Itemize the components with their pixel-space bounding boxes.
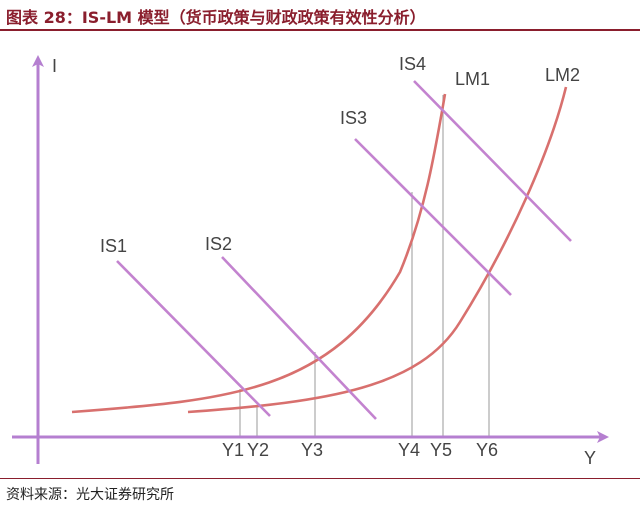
- is4-line: [413, 80, 572, 242]
- title-divider: [0, 29, 640, 31]
- islm-chart: I Y IS1 IS2 IS3 IS4 LM1 LM2 Y1 Y2 Y3 Y4 …: [12, 54, 609, 468]
- y-axis-label: I: [52, 56, 57, 76]
- x-axis-label: Y: [584, 448, 596, 468]
- drop-lines: [239, 95, 490, 437]
- is2-line: [221, 256, 377, 420]
- is4-label: IS4: [399, 54, 426, 74]
- y6-label: Y6: [476, 440, 498, 460]
- lm1-curve: [71, 93, 447, 414]
- is3-line: [354, 138, 512, 296]
- y3-label: Y3: [301, 440, 323, 460]
- source-bar: 资料来源：光大证券研究所: [0, 478, 640, 509]
- is2-label: IS2: [205, 234, 232, 254]
- is1-label: IS1: [100, 236, 127, 256]
- y5-label: Y5: [430, 440, 452, 460]
- chart-title: 图表 28：IS-LM 模型（货币政策与财政政策有效性分析）: [6, 8, 426, 27]
- is1-line: [116, 260, 271, 417]
- is3-label: IS3: [340, 108, 367, 128]
- y1-label: Y1: [222, 440, 244, 460]
- source-note: 资料来源：光大证券研究所: [6, 487, 174, 503]
- title-bar: 图表 28：IS-LM 模型（货币政策与财政政策有效性分析）: [0, 0, 640, 31]
- y4-label: Y4: [398, 440, 420, 460]
- source-divider: [0, 478, 640, 479]
- lm2-label: LM2: [545, 65, 580, 85]
- lm2-curve: [187, 86, 568, 414]
- y2-label: Y2: [247, 440, 269, 460]
- lm1-label: LM1: [455, 69, 490, 89]
